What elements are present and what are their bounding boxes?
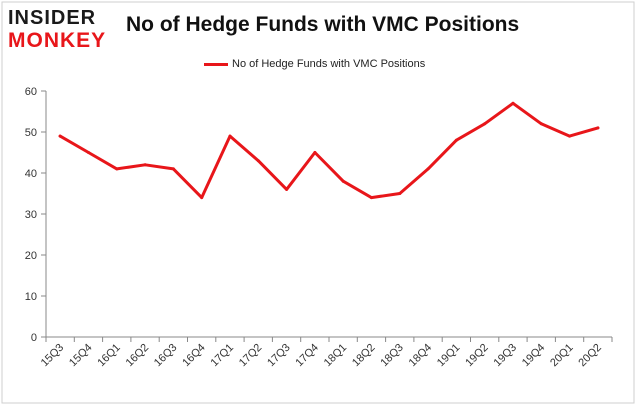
data-point — [285, 187, 289, 191]
data-point — [87, 151, 90, 154]
x-tick-label: 15Q3 — [39, 342, 67, 370]
x-tick-label: 19Q1 — [435, 342, 463, 370]
data-point — [171, 167, 175, 171]
data-point — [568, 134, 572, 138]
x-tick-label: 18Q2 — [350, 342, 378, 370]
data-point — [143, 163, 147, 167]
x-tick-label: 19Q3 — [492, 342, 520, 370]
x-tick-label: 16Q4 — [180, 342, 208, 370]
x-tick-label: 20Q2 — [576, 342, 604, 370]
data-point — [341, 179, 345, 183]
x-tick-label: 15Q4 — [67, 342, 95, 370]
data-point — [369, 196, 373, 200]
data-point — [511, 101, 515, 105]
chart-series — [58, 101, 600, 200]
x-tick-label: 16Q3 — [152, 342, 180, 370]
x-tick-label: 17Q4 — [293, 342, 321, 370]
x-tick-label: 16Q2 — [124, 342, 152, 370]
legend-line-swatch — [204, 62, 228, 66]
y-tick-label: 40 — [25, 168, 37, 180]
y-tick-label: 0 — [31, 332, 37, 344]
x-tick-label: 19Q2 — [463, 342, 491, 370]
chart-title: No of Hedge Funds with VMC Positions — [126, 13, 520, 36]
x-tick-label: 17Q2 — [237, 342, 265, 370]
data-point — [228, 134, 232, 138]
y-tick-label: 10 — [25, 291, 37, 303]
insider-monkey-logo: INSIDER MONKEY — [8, 8, 114, 52]
data-point — [58, 134, 62, 138]
data-point — [426, 167, 430, 171]
data-point — [398, 192, 402, 195]
x-tick-label: 16Q1 — [95, 342, 123, 370]
data-point — [596, 126, 600, 130]
legend-series-label: No of Hedge Funds with VMC Positions — [232, 58, 426, 70]
series-line — [58, 101, 600, 200]
data-point — [483, 122, 487, 126]
y-tick-label: 60 — [25, 86, 37, 98]
x-tick-label: 19Q4 — [520, 342, 548, 370]
logo-text-bottom: MONKEY — [8, 29, 107, 52]
x-tick-label: 18Q4 — [407, 342, 435, 370]
chart-legend: No of Hedge Funds with VMC Positions — [204, 57, 425, 71]
x-tick-label: 17Q1 — [209, 342, 237, 370]
x-tick-label: 20Q1 — [548, 342, 576, 370]
data-point — [200, 196, 204, 200]
y-tick-label: 30 — [25, 209, 37, 221]
data-point — [313, 151, 317, 154]
y-tick-label: 20 — [25, 250, 37, 262]
x-tick-label: 18Q1 — [322, 342, 350, 370]
x-tick-label: 17Q3 — [265, 342, 293, 370]
y-tick-label: 50 — [25, 127, 37, 139]
data-point — [454, 138, 458, 142]
logo-text-top: INSIDER — [8, 7, 97, 29]
data-point — [256, 159, 260, 163]
x-tick-label: 18Q3 — [378, 342, 406, 370]
data-point — [115, 167, 119, 171]
data-point — [539, 122, 543, 126]
